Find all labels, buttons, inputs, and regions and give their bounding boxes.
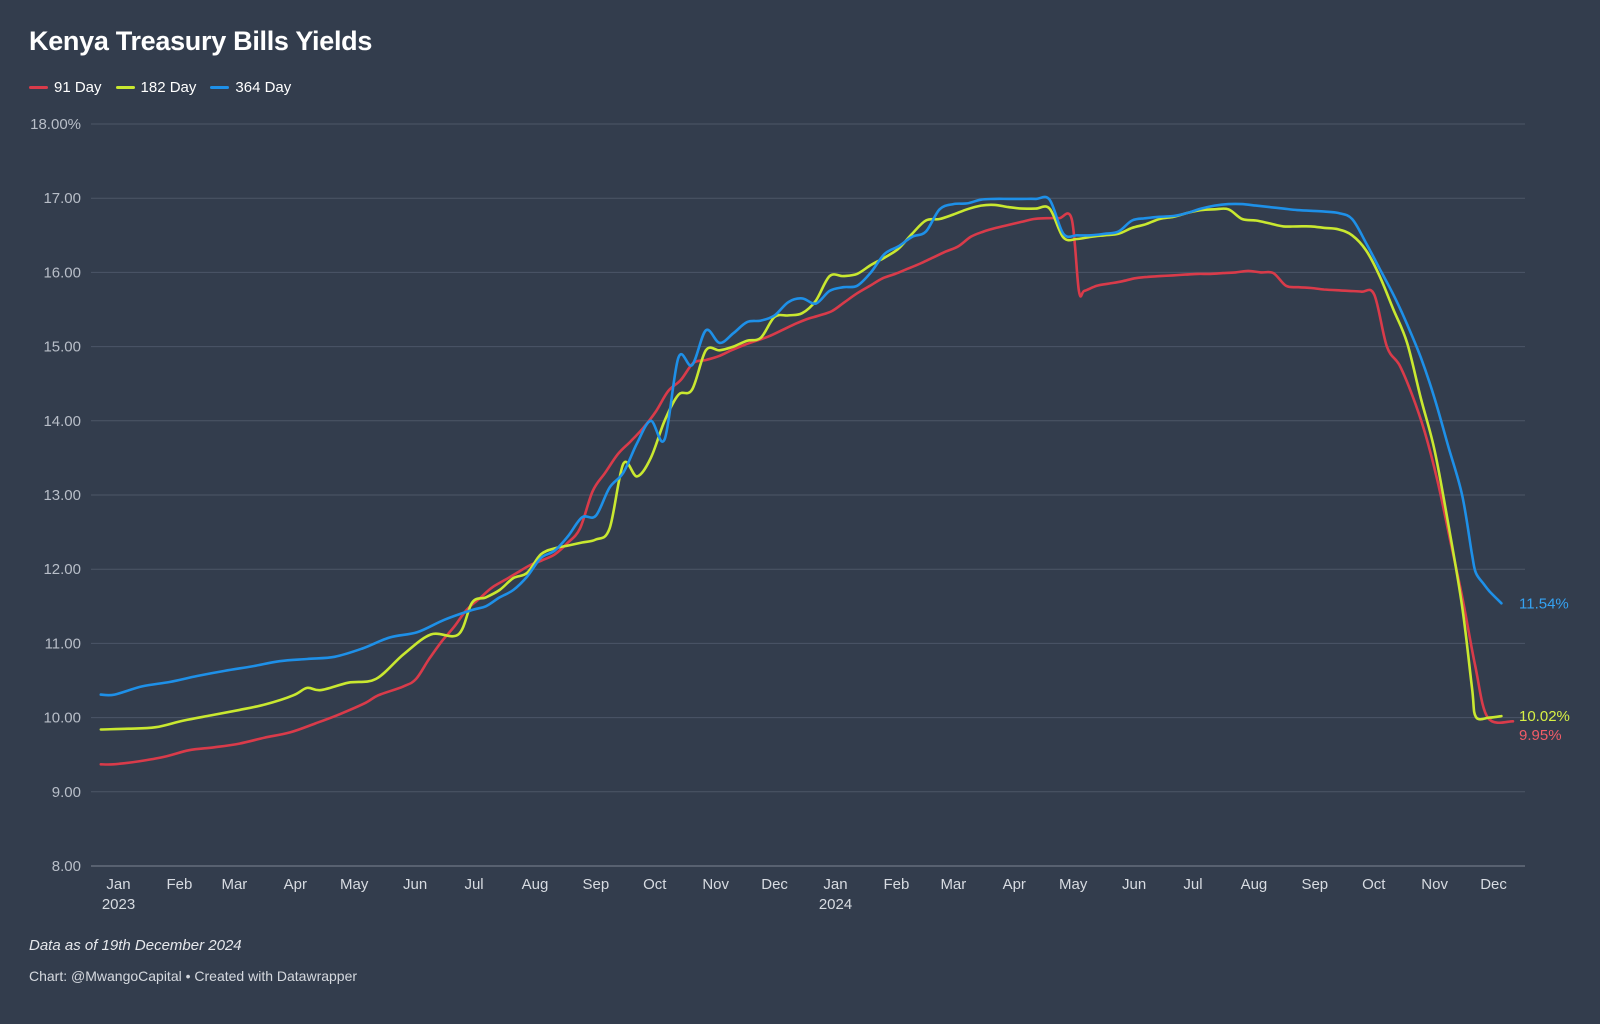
x-tick-label: Dec xyxy=(761,876,788,893)
y-tick-label: 13.00 xyxy=(43,487,81,504)
x-tick-label: Jun xyxy=(1122,876,1146,893)
legend-label-91-day: 91 Day xyxy=(54,79,102,96)
end-label-91-day: 9.95% xyxy=(1519,727,1562,744)
x-tick-label: Sep xyxy=(582,876,609,893)
x-tick-label: Oct xyxy=(1362,876,1386,893)
x-tick-label: Jan xyxy=(823,876,847,893)
y-tick-label: 16.00 xyxy=(43,264,81,281)
x-tick-label: Jul xyxy=(1183,876,1202,893)
x-tick-label: Oct xyxy=(643,876,667,893)
y-tick-label: 11.00 xyxy=(45,635,81,652)
chart-legend: 91 Day 182 Day 364 Day xyxy=(29,79,291,96)
y-tick-label: 9.00 xyxy=(52,784,81,801)
legend-item-91-day: 91 Day xyxy=(29,79,102,96)
x-tick-label: Jul xyxy=(464,876,483,893)
legend-swatch-91-day xyxy=(29,86,48,89)
x-tick-label: Jan xyxy=(106,876,130,893)
x-tick-label: May xyxy=(340,876,369,893)
x-tick-label: Apr xyxy=(284,876,307,893)
legend-label-364-day: 364 Day xyxy=(235,79,292,96)
x-tick-label: Nov xyxy=(1421,876,1448,893)
series-line-364-day xyxy=(99,195,1503,697)
x-tick-label: Mar xyxy=(940,876,966,893)
y-tick-label: 17.00 xyxy=(43,190,81,207)
series-line-182-day xyxy=(99,203,1503,731)
y-tick-label: 14.00 xyxy=(43,413,81,430)
y-tick-label: 8.00 xyxy=(52,858,81,875)
legend-label-182-day: 182 Day xyxy=(140,79,197,96)
legend-item-364-day: 364 Day xyxy=(210,79,291,96)
x-tick-label: Sep xyxy=(1301,876,1328,893)
x-tick-label: Dec xyxy=(1480,876,1507,893)
x-tick-label: Apr xyxy=(1003,876,1026,893)
x-tick-label: Aug xyxy=(1241,876,1268,893)
legend-swatch-182-day xyxy=(115,86,135,89)
x-tick-label: Feb xyxy=(883,876,909,893)
chart-title: Kenya Treasury Bills Yields xyxy=(29,26,373,56)
x-tick-year-label: 2023 xyxy=(102,896,135,913)
legend-item-182-day: 182 Day xyxy=(115,79,197,96)
y-tick-label: 12.00 xyxy=(43,561,81,578)
end-label-182-day: 10.02% xyxy=(1519,708,1570,725)
x-tick-label: Nov xyxy=(702,876,729,893)
x-tick-year-label: 2024 xyxy=(819,896,852,913)
y-tick-label: 15.00 xyxy=(43,339,81,356)
x-tick-label: Feb xyxy=(166,876,192,893)
series-line-91-day xyxy=(99,212,1515,766)
legend-swatch-364-day xyxy=(210,86,230,89)
chart-notes: Data as of 19th December 2024 xyxy=(29,937,242,954)
x-tick-label: Aug xyxy=(522,876,549,893)
y-tick-label: 10.00 xyxy=(43,710,81,727)
y-tick-label: 18.00% xyxy=(30,116,81,133)
end-label-364-day: 11.54% xyxy=(1519,595,1569,612)
x-tick-label: May xyxy=(1059,876,1088,893)
x-tick-label: Mar xyxy=(221,876,247,893)
chart-source: Chart: @MwangoCapital • Created with Dat… xyxy=(29,968,358,984)
x-tick-label: Jun xyxy=(403,876,427,893)
